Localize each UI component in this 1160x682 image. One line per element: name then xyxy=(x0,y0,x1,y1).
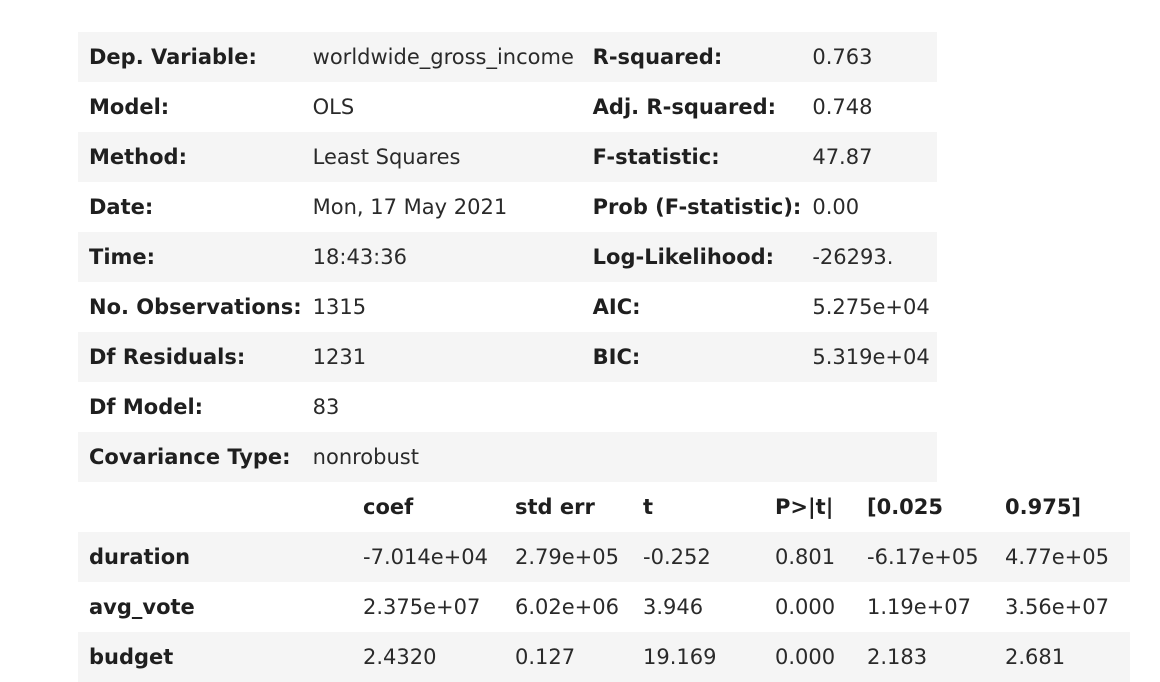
coef-value: 2.375e+07 xyxy=(363,595,481,619)
summary-label: Df Residuals: xyxy=(89,345,246,369)
summary-value: Least Squares xyxy=(312,145,461,169)
summary-label: F-statistic: xyxy=(592,145,720,169)
summary-label: Dep. Variable: xyxy=(89,45,257,69)
summary-value: -26293. xyxy=(812,245,894,269)
coef-column-header: 0.975] xyxy=(1005,495,1082,519)
summary-value: 0.00 xyxy=(812,195,860,219)
coef-value: 0.127 xyxy=(515,645,576,669)
coef-value: -7.014e+04 xyxy=(363,545,488,569)
coef-value: 2.79e+05 xyxy=(515,545,619,569)
summary-value: 5.275e+04 xyxy=(812,295,930,319)
coef-column-header: [0.025 xyxy=(867,495,944,519)
summary-value: 0.748 xyxy=(812,95,873,119)
summary-value: worldwide_gross_income xyxy=(312,45,574,69)
coef-row: budget 2.4320 0.127 19.169 0.000 2.183 2.681 xyxy=(78,632,1130,682)
summary-value: 18:43:36 xyxy=(312,245,407,269)
summary-row: Method: Least Squares F-statistic: 47.87 xyxy=(78,132,938,182)
coef-column-header: t xyxy=(643,495,654,519)
summary-row: Df Model: 83 xyxy=(78,382,938,432)
model-summary-table: Dep. Variable: worldwide_gross_income R-sq… xyxy=(78,32,938,482)
summary-label xyxy=(582,432,802,482)
summary-value: 1231 xyxy=(312,345,367,369)
summary-label: Model: xyxy=(89,95,170,119)
coef-variable-name: avg_vote xyxy=(89,595,195,619)
summary-row: Dep. Variable: worldwide_gross_income R-sq… xyxy=(78,32,938,82)
coef-value: 3.946 xyxy=(643,595,704,619)
summary-label: BIC: xyxy=(592,345,641,369)
coef-value: -0.252 xyxy=(643,545,711,569)
coef-value: 3.56e+07 xyxy=(1005,595,1109,619)
summary-label: Time: xyxy=(89,245,156,269)
summary-label: AIC: xyxy=(592,295,641,319)
coef-row: duration -7.014e+04 2.79e+05 -0.252 0.801 -6.… xyxy=(78,532,1130,582)
coef-value: 0.801 xyxy=(775,545,836,569)
summary-label: Date: xyxy=(89,195,154,219)
summary-row: Covariance Type: nonrobust xyxy=(78,432,938,482)
coef-value: 0.000 xyxy=(775,645,836,669)
summary-row: No. Observations: 1315 AIC: 5.275e+04 xyxy=(78,282,938,332)
coef-value: 4.77e+05 xyxy=(1005,545,1109,569)
summary-row: Df Residuals: 1231 BIC: 5.319e+04 xyxy=(78,332,938,382)
summary-row: Date: Mon, 17 May 2021 Prob (F-statistic):… xyxy=(78,182,938,232)
summary-label: Df Model: xyxy=(89,395,204,419)
summary-label: R-squared: xyxy=(592,45,723,69)
summary-label: Prob (F-statistic): xyxy=(592,195,802,219)
summary-label: Covariance Type: xyxy=(89,445,291,469)
summary-label: No. Observations: xyxy=(89,295,302,319)
ols-regression-results: Dep. Variable: worldwide_gross_income R-sq… xyxy=(78,32,1130,682)
summary-value: 47.87 xyxy=(812,145,873,169)
coef-value: -6.17e+05 xyxy=(867,545,979,569)
summary-value: 1315 xyxy=(312,295,367,319)
coef-variable-name: duration xyxy=(89,545,191,569)
coef-row: avg_vote 2.375e+07 6.02e+06 3.946 0.000 1.19e… xyxy=(78,582,1130,632)
coef-column-header: coef xyxy=(363,495,414,519)
coef-value: 2.681 xyxy=(1005,645,1066,669)
coef-value: 2.183 xyxy=(867,645,928,669)
coefficient-table: coef std err t P>|t| [0.025 0.975] duration -7… xyxy=(78,482,1130,682)
coef-column-header: P>|t| xyxy=(775,495,834,519)
summary-label xyxy=(582,382,802,432)
coef-value: 19.169 xyxy=(643,645,717,669)
summary-value: 0.763 xyxy=(812,45,873,69)
summary-value: OLS xyxy=(312,95,355,119)
summary-value: Mon, 17 May 2021 xyxy=(312,195,508,219)
summary-row: Model: OLS Adj. R-squared: 0.748 xyxy=(78,82,938,132)
summary-value xyxy=(801,382,937,432)
summary-value: 83 xyxy=(312,395,340,419)
summary-label: Log-Likelihood: xyxy=(592,245,775,269)
summary-label: Method: xyxy=(89,145,187,169)
coef-value: 6.02e+06 xyxy=(515,595,619,619)
summary-value xyxy=(801,432,937,482)
coef-column-header xyxy=(78,482,352,532)
summary-label: Adj. R-squared: xyxy=(592,95,776,119)
summary-value: 5.319e+04 xyxy=(812,345,930,369)
coef-value: 1.19e+07 xyxy=(867,595,971,619)
coef-value: 2.4320 xyxy=(363,645,437,669)
summary-row: Time: 18:43:36 Log-Likelihood: -26293. xyxy=(78,232,938,282)
coef-column-header: std err xyxy=(515,495,595,519)
summary-value: nonrobust xyxy=(312,445,419,469)
coef-header-row: coef std err t P>|t| [0.025 0.975] xyxy=(78,482,1130,532)
coef-value: 0.000 xyxy=(775,595,836,619)
coef-variable-name: budget xyxy=(89,645,174,669)
